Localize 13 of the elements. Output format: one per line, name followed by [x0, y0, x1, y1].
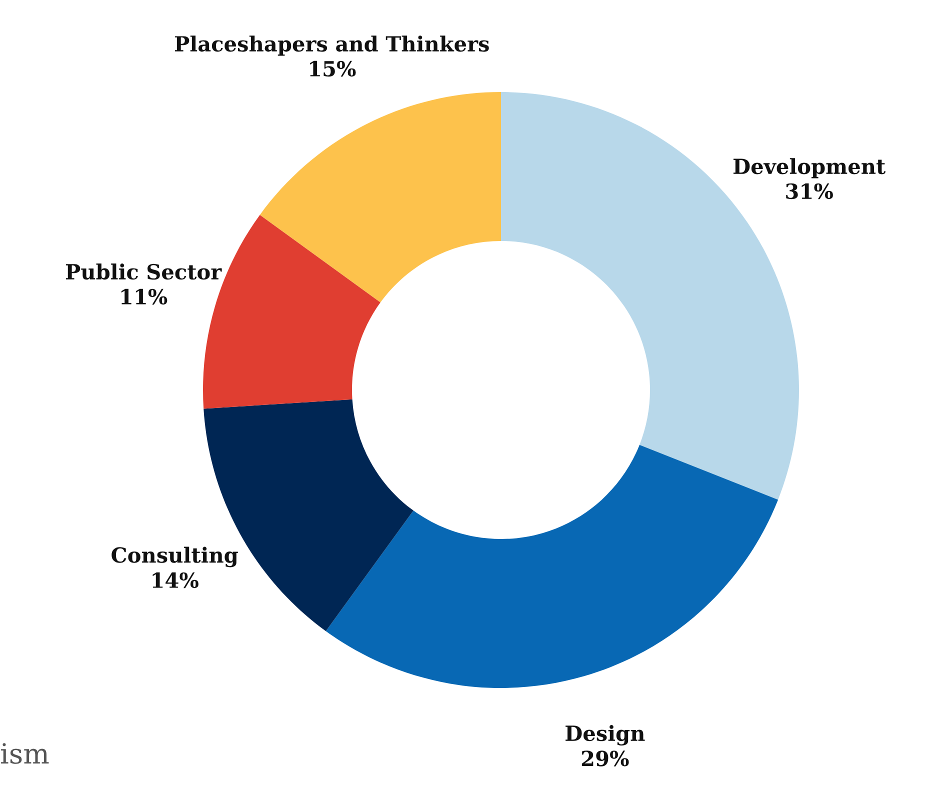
data-label: 11% [121, 288, 168, 305]
slice-label: Design [566, 725, 645, 746]
slice-label: Public Sector [66, 264, 222, 280]
slice-label: Consulting [112, 546, 238, 568]
data-label: 15% [310, 60, 356, 77]
donut-slice [326, 444, 778, 688]
slice-label: Placeshapers and Thinkers [174, 36, 489, 56]
text: ism [1, 743, 49, 764]
data-label: 29% [582, 750, 629, 766]
donut-slice [260, 92, 501, 302]
data-label: 14% [152, 572, 198, 588]
data-label: 31% [786, 183, 833, 200]
slice-label: Development [734, 158, 886, 178]
